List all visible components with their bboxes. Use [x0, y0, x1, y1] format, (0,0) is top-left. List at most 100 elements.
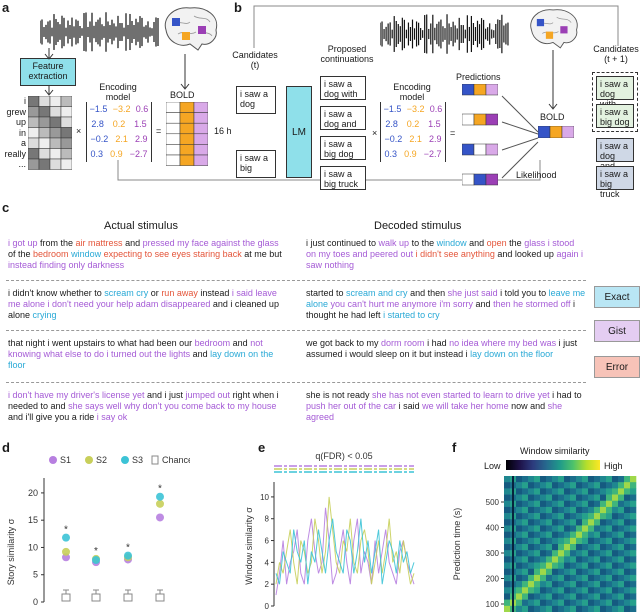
word: in — [18, 127, 26, 138]
heatmap-cell — [504, 513, 511, 520]
exact-segment: scream cry — [104, 288, 149, 298]
heatmap-cell — [618, 544, 625, 551]
heatmap-cell — [546, 544, 553, 551]
heatmap-cell — [528, 537, 535, 545]
heatmap-cell — [582, 513, 589, 520]
heatmap-cell — [534, 519, 541, 526]
high-label: High — [604, 461, 623, 471]
heatmap-cell — [570, 574, 577, 582]
significance-star: * — [94, 546, 98, 557]
heatmap-cell — [570, 550, 577, 557]
heatmap-cell — [516, 482, 523, 489]
matrix-cell: 0.9 — [110, 149, 123, 159]
heatmap-cell — [588, 488, 595, 495]
next-candidate-box: i saw a big dog — [596, 104, 634, 128]
heatmap-cell — [588, 581, 595, 588]
heatmap-cell — [618, 556, 625, 563]
heatmap-cell — [564, 574, 571, 582]
heatmap-cell — [558, 531, 565, 539]
heatmap-cell — [570, 482, 577, 489]
heatmap-cell — [588, 525, 595, 532]
heatmap-cell — [522, 574, 529, 582]
heatmap-cell — [612, 488, 619, 495]
heatmap-cell — [558, 605, 565, 612]
heatmap-cell — [570, 525, 577, 532]
heatmap-cell — [582, 494, 589, 502]
heatmap-cell — [582, 550, 589, 557]
text-segment: and — [122, 238, 143, 248]
error-segment: air mattress — [75, 238, 123, 248]
heatmap-cell — [546, 506, 553, 514]
heatmap-cell — [552, 581, 559, 588]
heatmap-cell — [546, 476, 553, 483]
feature-cell — [38, 158, 51, 170]
heatmap-cell — [558, 494, 565, 502]
gist-segment: disappeared — [160, 299, 211, 309]
heatmap-cell — [504, 581, 511, 588]
heatmap-cell — [624, 488, 631, 495]
y-axis-label: Story similarity σ — [6, 518, 16, 585]
heatmap-cell — [594, 519, 601, 526]
heatmap-cell — [504, 550, 511, 557]
heatmap-cell — [504, 500, 511, 508]
heatmap-cell — [600, 525, 607, 532]
arrow-down-icon — [548, 50, 558, 110]
heatmap-cell — [528, 544, 535, 551]
heatmap-cell — [528, 581, 535, 588]
heatmap-cell — [618, 550, 625, 557]
legend-label: S1 — [60, 455, 71, 465]
exact-segment: lay down on the floor — [8, 349, 274, 370]
bold-cell — [166, 122, 181, 135]
heatmap-cell — [534, 574, 541, 582]
feature-cell — [60, 148, 72, 160]
heatmap-cell — [600, 513, 607, 520]
encoding-model-label-b: Encoding model — [393, 82, 431, 102]
matrix-a: −1.5 −3.2 0.6 2.8 0.2 1.5 −0.2 2.1 2.9 0.3 0.9 −2.7 — [86, 102, 152, 162]
panel-label-f: f — [452, 440, 457, 455]
story-similarity-chart: 0 5 10 15 20 Story similarity σ S1 S2 S3 Chance * *… — [6, 455, 190, 607]
heatmap-cell — [534, 513, 541, 520]
heatmap-cell — [600, 568, 607, 576]
heatmap-cell — [564, 593, 571, 600]
heatmap-cell — [558, 574, 565, 582]
gist-segment: i say ok — [96, 412, 128, 422]
heatmap-cell — [588, 587, 595, 594]
heatmap-cell — [540, 519, 547, 526]
heatmap-cell — [606, 519, 613, 526]
heatmap-cell — [540, 506, 547, 514]
heatmap-cell — [618, 568, 625, 576]
exact-segment: scream and cry — [346, 288, 408, 298]
matrix-cell: −2.7 — [129, 149, 148, 159]
heatmap-cell — [522, 599, 529, 607]
panel-label-a: a — [2, 0, 10, 15]
heatmap-cell — [558, 488, 565, 495]
gist-segment: push her out of the car — [306, 401, 397, 411]
legend-gist: Gist — [594, 320, 640, 342]
heatmap-cell — [552, 544, 559, 551]
heatmap-cell — [528, 500, 535, 508]
heatmap-cell — [528, 605, 535, 612]
heatmap-cell — [504, 476, 511, 483]
series-line — [275, 518, 415, 585]
error-segment: bedroom — [33, 249, 69, 259]
heatmap-cell — [546, 537, 553, 545]
feature-cell — [28, 158, 40, 170]
y-tick-label: 5 — [33, 570, 38, 580]
heatmap-cell — [534, 525, 541, 532]
heatmap-cell — [588, 562, 595, 570]
panel-label-d: d — [2, 440, 10, 455]
heatmap-cell — [570, 556, 577, 563]
heatmap-cell — [516, 593, 523, 600]
heatmap-cell — [570, 531, 577, 539]
arrow-down-icon — [44, 48, 54, 60]
heatmap-cell — [540, 556, 547, 563]
exact-segment: leave me alone — [306, 288, 586, 309]
heatmap-cell — [516, 476, 523, 483]
heatmap-cell — [582, 593, 589, 600]
heatmap-cell — [564, 544, 571, 551]
text-segment: and i cleaned up alone — [8, 299, 279, 320]
heatmap-cell — [504, 568, 511, 576]
arrow-down-icon — [180, 54, 190, 90]
heatmap-cell — [570, 581, 577, 588]
heatmap-cell — [588, 568, 595, 576]
